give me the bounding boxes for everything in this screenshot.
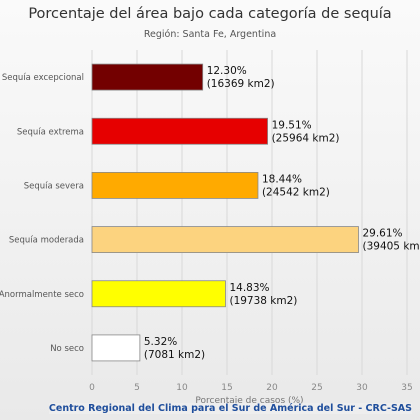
area-label: (25964 km2) — [272, 132, 340, 144]
category-label: Sequía moderada — [9, 236, 84, 246]
bar — [91, 280, 226, 308]
value-label: 18.44% — [262, 173, 302, 185]
value-label: 5.32% — [144, 336, 177, 348]
area-label: (24542 km2) — [262, 186, 330, 198]
bar — [91, 63, 204, 91]
value-label: 19.51% — [272, 119, 312, 131]
category-label: Anormalmente seco — [0, 290, 84, 300]
category-label: Sequía extrema — [17, 127, 84, 137]
bar — [91, 334, 141, 362]
value-label: 12.30% — [207, 65, 247, 77]
value-label: 14.83% — [229, 282, 269, 294]
x-tick-label: 25 — [311, 383, 322, 393]
area-label: (19738 km2) — [229, 295, 297, 307]
x-tick-label: 10 — [176, 383, 188, 393]
category-label: Sequía excepcional — [2, 73, 84, 83]
chart-title: Porcentaje del área bajo cada categoría … — [28, 6, 392, 22]
category-label: Sequía severa — [24, 181, 84, 191]
x-tick-label: 15 — [221, 383, 232, 393]
area-label: (16369 km2) — [207, 78, 275, 90]
bar — [91, 226, 359, 253]
category-label: No seco — [50, 344, 84, 354]
x-tick-label: 0 — [89, 383, 95, 393]
bar — [91, 117, 268, 145]
credit-text: Centro Regional del Clima para el Sur de… — [48, 403, 412, 414]
area-label: (7081 km2) — [144, 349, 205, 361]
x-tick-label: 5 — [134, 383, 140, 393]
x-tick-label: 35 — [401, 383, 412, 393]
chart-subtitle: Región: Santa Fe, Argentina — [143, 29, 277, 40]
bar — [91, 172, 259, 199]
area-label: (39405 km2) — [362, 241, 420, 253]
x-tick-label: 30 — [356, 383, 368, 393]
value-label: 29.61% — [362, 228, 402, 240]
x-axis-title: Porcentaje de casos (%) — [195, 396, 303, 406]
x-tick-label: 20 — [266, 383, 278, 393]
